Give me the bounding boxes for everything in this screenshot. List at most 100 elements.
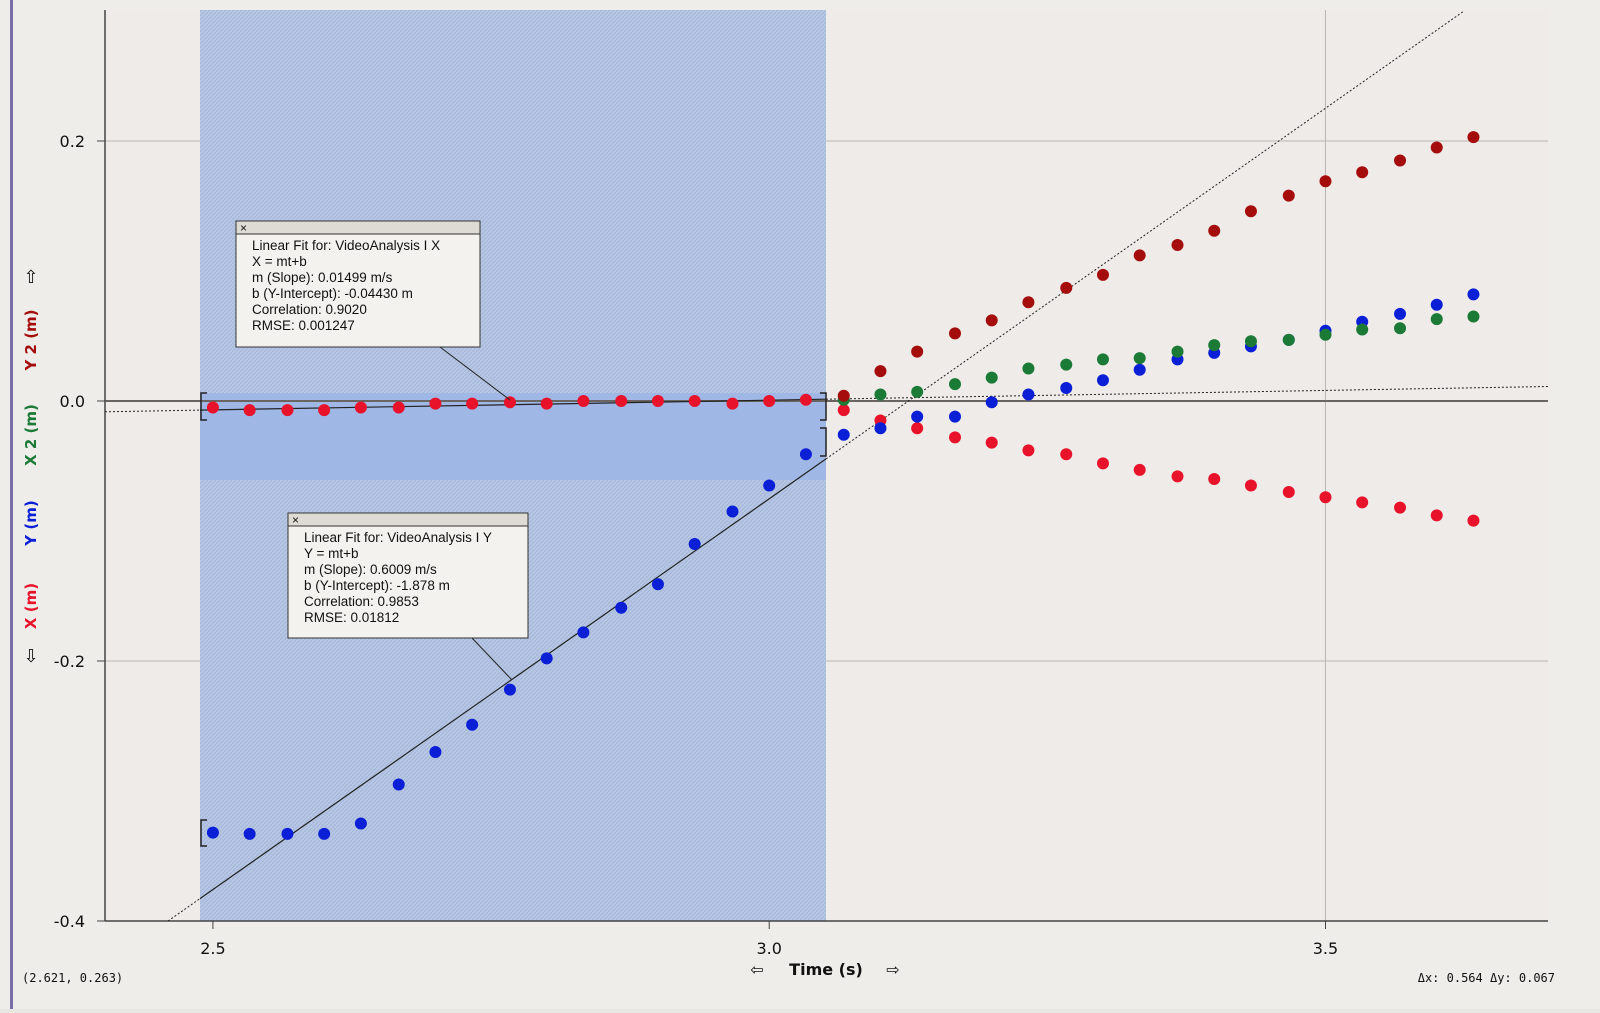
- fit-box: [235, 220, 481, 348]
- data-point: [503, 396, 516, 409]
- fit-text: Linear Fit for: VideoAnalysis I Y: [304, 530, 492, 545]
- data-point: [949, 431, 962, 444]
- data-point: [949, 378, 962, 391]
- data-point: [1171, 470, 1184, 483]
- fit-line-x: [825, 386, 1549, 400]
- legend-entry: Y 2 (m): [22, 309, 40, 371]
- data-point: [1430, 141, 1443, 154]
- data-point: [949, 327, 962, 340]
- fit-line-y: [825, 10, 1465, 460]
- data-point: [1467, 310, 1480, 323]
- x-axis-label: Time (s): [789, 960, 863, 979]
- fit-line-y: [199, 458, 827, 900]
- data-point: [429, 397, 442, 410]
- data-point: [1022, 362, 1035, 375]
- data-point: [763, 479, 776, 492]
- data-point: [688, 395, 701, 407]
- data-point: [1096, 457, 1109, 470]
- fit-text: m (Slope): 0.6009 m/s: [304, 562, 437, 577]
- data-point: [911, 345, 924, 358]
- data-point: [726, 505, 739, 518]
- x-tick-label: 3.0: [756, 939, 781, 958]
- fit-text: X = mt+b: [252, 254, 307, 269]
- data-point: [1430, 509, 1443, 522]
- data-point: [1060, 382, 1073, 394]
- data-point: [1244, 479, 1257, 492]
- data-point: [949, 410, 962, 423]
- data-point: [466, 397, 479, 410]
- close-icon[interactable]: ×: [292, 513, 299, 527]
- data-point: [1394, 154, 1407, 167]
- close-icon[interactable]: ×: [240, 221, 247, 235]
- data-point: [1282, 333, 1295, 346]
- data-point: [985, 371, 998, 384]
- fit-box-header: [287, 512, 529, 527]
- bracket: [200, 819, 207, 847]
- data-point: [503, 683, 516, 696]
- fit-text: Linear Fit for: VideoAnalysis I X: [252, 238, 440, 253]
- data-point: [1060, 358, 1073, 371]
- leader-line: [471, 637, 513, 681]
- fit-box-y: × Linear Fit for: VideoAnalysis I YY = m…: [287, 512, 529, 681]
- data-point: [911, 422, 924, 435]
- data-point: [837, 389, 850, 402]
- data-point: [1319, 491, 1332, 504]
- data-point: [911, 410, 924, 423]
- data-point: [1208, 473, 1221, 485]
- scroll-down[interactable]: ⇩: [23, 646, 38, 667]
- data-point: [318, 404, 331, 417]
- data-point: [577, 395, 590, 407]
- legend-entry: X (m): [22, 583, 40, 629]
- delta-readout: Δx: 0.564 Δy: 0.067: [1418, 971, 1555, 985]
- data-point: [206, 401, 219, 414]
- data-point: [911, 385, 924, 398]
- data-point: [1394, 307, 1407, 320]
- x-tick-label: 3.5: [1313, 939, 1338, 958]
- selection-band: [200, 393, 826, 480]
- data-point: [1282, 189, 1295, 202]
- data-point: [577, 626, 590, 639]
- data-point: [1282, 486, 1295, 498]
- fit-text: m (Slope): 0.01499 m/s: [252, 270, 393, 285]
- fit-text: Correlation: 0.9020: [252, 302, 367, 317]
- data-point: [985, 436, 998, 449]
- range-brackets: [200, 392, 827, 847]
- fit-box-header: [235, 220, 481, 235]
- data-point: [392, 401, 405, 414]
- bracket: [820, 392, 827, 421]
- data-point: [837, 404, 850, 417]
- data-point: [1060, 281, 1073, 294]
- scroll-up[interactable]: ⇧: [23, 267, 38, 288]
- data-point: [1467, 514, 1480, 527]
- legend-entry: X 2 (m): [22, 404, 40, 466]
- data-point: [281, 404, 294, 417]
- scroll-right[interactable]: ⇨: [886, 960, 899, 979]
- data-point: [392, 778, 405, 791]
- data-point: [1467, 131, 1480, 144]
- data-point: [1022, 444, 1035, 457]
- data-point: [874, 422, 887, 435]
- data-point: [837, 428, 850, 441]
- data-point: [1096, 268, 1109, 281]
- scroll-left[interactable]: ⇦: [750, 960, 763, 979]
- data-point: [243, 827, 256, 840]
- data-point: [1133, 363, 1146, 376]
- data-point: [429, 746, 442, 758]
- points: [206, 131, 1480, 840]
- data-point: [1133, 463, 1146, 476]
- data-point: [540, 652, 553, 665]
- data-point: [1022, 296, 1035, 309]
- fit-text: RMSE: 0.001247: [252, 318, 355, 333]
- data-point: [466, 718, 479, 731]
- data-point: [1244, 205, 1257, 218]
- leader-line: [439, 346, 511, 401]
- data-point: [1356, 323, 1369, 336]
- data-point: [1208, 339, 1221, 352]
- fit-text: b (Y-Intercept): -1.878 m: [304, 578, 450, 593]
- data-point: [726, 397, 739, 410]
- bracket: [200, 392, 207, 421]
- data-point: [243, 404, 256, 417]
- data-point: [354, 817, 367, 830]
